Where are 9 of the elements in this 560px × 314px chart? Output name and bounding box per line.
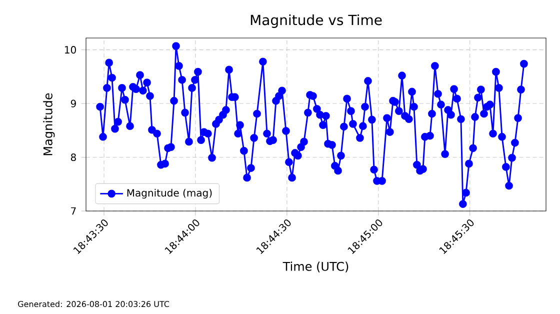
legend-label: Magnitude (mag) [127,188,212,199]
x-axis-title: Time (UTC) [282,262,348,272]
y-axis-title: Magnitude [43,93,55,156]
y-tick-label: 9 [70,100,76,108]
y-tick-label: 8 [70,153,76,162]
chart-title: Magnitude vs Time [250,14,382,28]
y-tick-label: 10 [65,46,76,54]
y-tick-label: 7 [71,207,76,215]
text: Generated: 2026-08-01 20:03:26 UTC [18,300,170,308]
